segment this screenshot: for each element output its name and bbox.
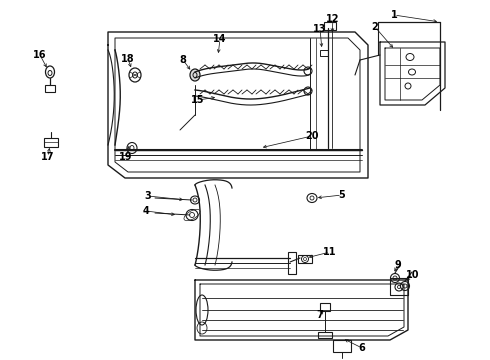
Text: 14: 14 bbox=[213, 34, 227, 44]
Text: 20: 20 bbox=[305, 131, 319, 141]
Text: 16: 16 bbox=[33, 50, 47, 60]
Text: 2: 2 bbox=[371, 22, 378, 32]
Text: 6: 6 bbox=[359, 343, 366, 353]
Bar bbox=[320, 303, 330, 311]
Bar bbox=[333, 340, 351, 352]
Text: 11: 11 bbox=[323, 247, 337, 257]
Bar bbox=[45, 85, 55, 92]
Text: 19: 19 bbox=[119, 152, 133, 162]
Text: 4: 4 bbox=[143, 206, 149, 216]
Text: 13: 13 bbox=[313, 24, 327, 34]
Text: 12: 12 bbox=[326, 14, 340, 24]
Bar bbox=[318, 332, 332, 338]
Text: 8: 8 bbox=[179, 55, 186, 65]
Text: 7: 7 bbox=[317, 310, 323, 320]
Bar bbox=[320, 50, 328, 56]
Text: 1: 1 bbox=[391, 10, 397, 20]
Text: 17: 17 bbox=[41, 152, 55, 162]
Text: 9: 9 bbox=[394, 260, 401, 270]
Bar bbox=[298, 255, 312, 263]
Ellipse shape bbox=[190, 69, 200, 81]
Bar bbox=[288, 252, 296, 274]
Text: 3: 3 bbox=[145, 191, 151, 201]
Text: 10: 10 bbox=[406, 270, 420, 280]
Bar bbox=[324, 22, 336, 30]
Text: 5: 5 bbox=[339, 190, 345, 200]
Bar bbox=[44, 138, 58, 147]
Text: 18: 18 bbox=[121, 54, 135, 64]
Text: 15: 15 bbox=[191, 95, 205, 105]
